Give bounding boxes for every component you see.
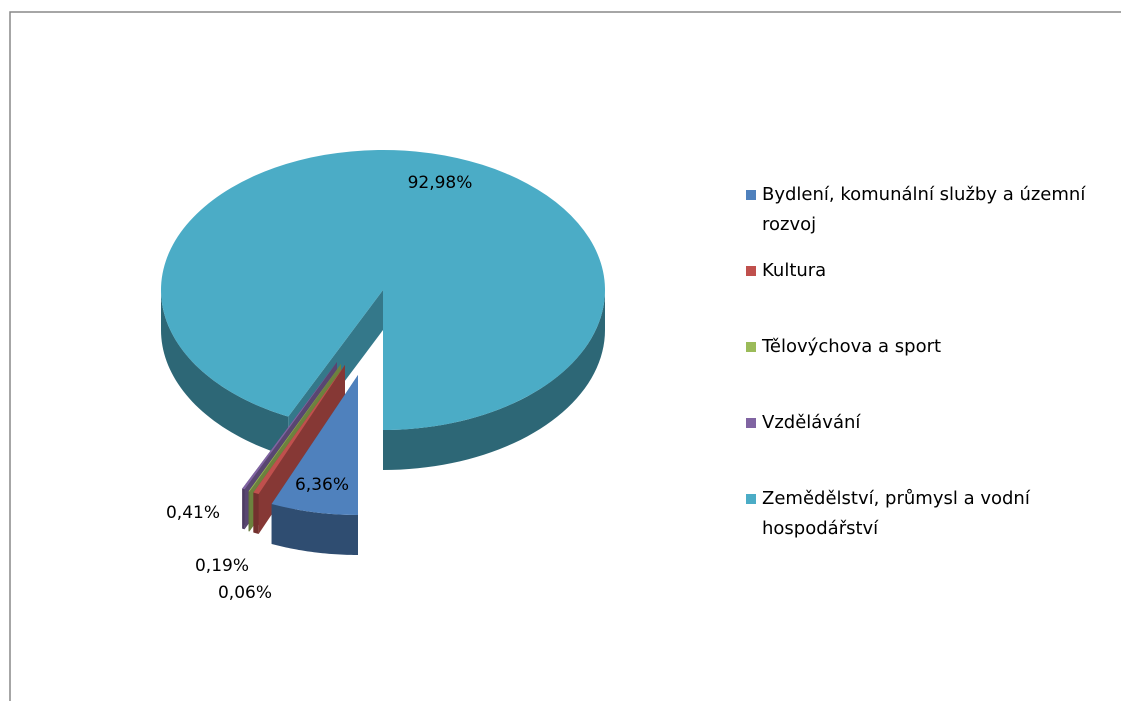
slice-side — [248, 491, 250, 532]
frame — [9, 11, 1121, 701]
legend-item: Tělovýchova a sport — [746, 332, 1116, 392]
data-label: 0,19% — [195, 556, 249, 576]
legend-swatch — [746, 342, 756, 352]
slice-top — [253, 365, 345, 494]
legend: Bydlení, komunální služby a územní rozvo… — [746, 180, 1116, 560]
slice-top — [248, 364, 341, 492]
legend-item: Bydlení, komunální služby a územní rozvo… — [746, 180, 1116, 240]
legend-label: Zemědělství, průmysl a vodní hospodářstv… — [762, 488, 1030, 539]
slice-top — [271, 375, 358, 515]
slice-top — [161, 149, 606, 430]
slice-side — [161, 290, 289, 457]
legend-item: Kultura — [746, 256, 1116, 316]
legend-swatch — [746, 190, 756, 200]
slice-wall — [253, 365, 345, 533]
data-label: 0,06% — [218, 583, 272, 603]
data-label: 92,98% — [408, 173, 473, 193]
slice-side — [242, 488, 245, 530]
data-label: 6,36% — [295, 475, 349, 495]
legend-item: Vzdělávání — [746, 408, 1116, 468]
slice — [161, 149, 606, 470]
slice-side — [271, 503, 358, 555]
slice-side — [253, 492, 259, 534]
legend-label: Vzdělávání — [762, 412, 861, 433]
legend-label: Bydlení, komunální služby a územní rozvo… — [762, 184, 1086, 235]
slice-top — [242, 362, 337, 490]
legend-item: Zemědělství, průmysl a vodní hospodářstv… — [746, 484, 1116, 544]
slice-side — [383, 290, 605, 470]
slice — [271, 375, 358, 555]
legend-swatch — [746, 418, 756, 428]
data-label: 0,41% — [166, 503, 220, 523]
legend-label: Tělovýchova a sport — [762, 336, 942, 357]
legend-swatch — [746, 494, 756, 504]
legend-swatch — [746, 266, 756, 276]
legend-label: Kultura — [762, 260, 827, 281]
